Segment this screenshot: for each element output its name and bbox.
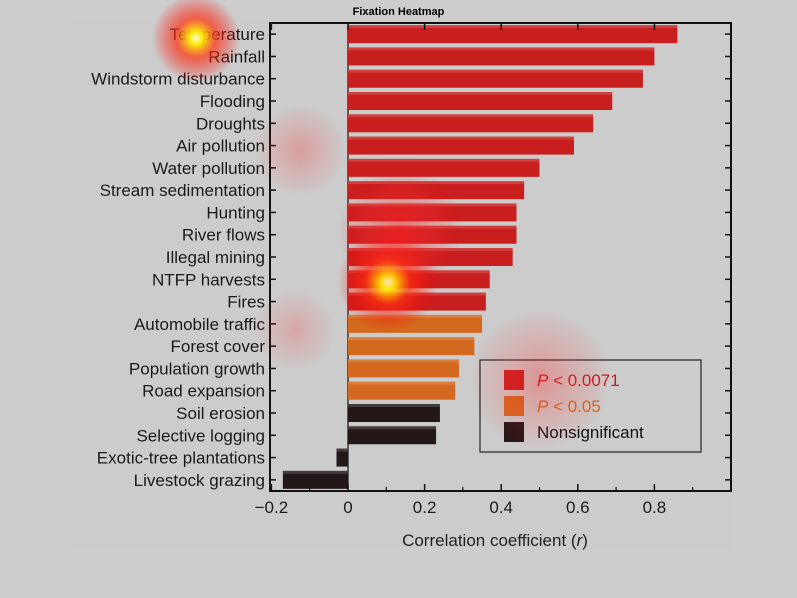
category-labels: TemperatureRainfallWindstorm disturbance… xyxy=(91,25,265,490)
bar-selective-logging xyxy=(348,426,437,445)
category-label: Forest cover xyxy=(171,337,266,356)
category-label: Exotic-tree plantations xyxy=(97,449,265,468)
bar-shine xyxy=(348,69,643,73)
category-label: Droughts xyxy=(196,114,265,133)
category-label: Hunting xyxy=(206,203,265,222)
category-label: Stream sedimentation xyxy=(100,181,265,200)
category-label: River flows xyxy=(182,226,265,245)
bar-shine xyxy=(282,470,348,474)
bar-forest-cover xyxy=(348,337,475,356)
bar-shine xyxy=(348,114,594,118)
x-axis-label: Correlation coefficient (r) xyxy=(402,531,588,550)
x-tick-label: 0.4 xyxy=(489,498,513,517)
bar-shine xyxy=(348,381,456,385)
bar-windstorm-disturbance xyxy=(348,69,643,88)
category-label: Air pollution xyxy=(176,137,265,156)
bar-rainfall xyxy=(348,47,655,66)
category-label: Water pollution xyxy=(152,159,265,178)
category-label: Fires xyxy=(227,293,265,312)
heat-spot-temperature xyxy=(152,0,240,82)
x-tick-label: 0 xyxy=(343,498,352,517)
category-label: Flooding xyxy=(200,92,265,111)
category-label: Livestock grazing xyxy=(134,471,265,490)
heat-spot-legend xyxy=(470,310,610,450)
x-tick-label: 0.2 xyxy=(413,498,437,517)
bar-shine xyxy=(336,448,348,452)
category-label: Automobile traffic xyxy=(134,315,266,334)
window-title: Fixation Heatmap xyxy=(352,6,445,18)
category-label: NTFP harvests xyxy=(152,270,265,289)
category-label: Windstorm disturbance xyxy=(91,70,265,89)
bar-shine xyxy=(348,136,574,140)
x-axis: −0.2 0 0.2 0.4 0.6 0.8 xyxy=(255,23,694,517)
category-label: Population growth xyxy=(129,359,265,378)
bar-temperature xyxy=(348,25,678,44)
x-tick-label: 0.6 xyxy=(566,498,590,517)
category-label: Soil erosion xyxy=(176,404,265,423)
bar-livestock-grazing xyxy=(282,470,348,489)
category-label: Selective logging xyxy=(136,426,265,445)
bar-road-expansion xyxy=(348,381,456,400)
bar-flooding xyxy=(348,92,613,110)
bar-soil-erosion xyxy=(348,404,440,422)
x-tick-label: 0.8 xyxy=(643,498,667,517)
bar-shine xyxy=(348,426,437,430)
bar-droughts xyxy=(348,114,594,133)
bar-shine xyxy=(348,25,678,29)
category-label: Road expansion xyxy=(142,382,265,401)
bar-shine xyxy=(348,158,540,162)
bar-exotic-tree-plantations xyxy=(336,448,348,467)
heat-spot-mid-labels xyxy=(255,105,345,195)
fixation-heat-overlay xyxy=(152,0,610,450)
bar-shine xyxy=(348,337,475,341)
bar-shine xyxy=(348,404,440,407)
x-tick-label: −0.2 xyxy=(255,498,289,517)
heat-spot-lower-labels xyxy=(255,290,335,370)
bar-shine xyxy=(348,92,613,95)
bar-shine xyxy=(348,359,460,363)
bar-population-growth xyxy=(348,359,460,378)
heat-spot-illegal-mining xyxy=(338,168,462,292)
category-label: Illegal mining xyxy=(166,248,265,267)
bar-air-pollution xyxy=(348,136,574,155)
bar-shine xyxy=(348,47,655,51)
